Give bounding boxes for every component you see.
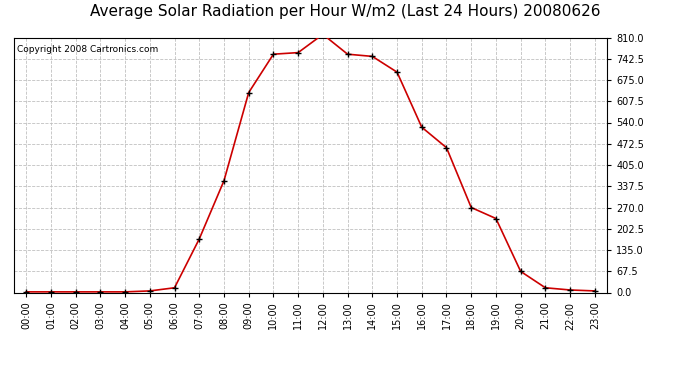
Text: Copyright 2008 Cartronics.com: Copyright 2008 Cartronics.com <box>17 45 158 54</box>
Text: Average Solar Radiation per Hour W/m2 (Last 24 Hours) 20080626: Average Solar Radiation per Hour W/m2 (L… <box>90 4 600 19</box>
